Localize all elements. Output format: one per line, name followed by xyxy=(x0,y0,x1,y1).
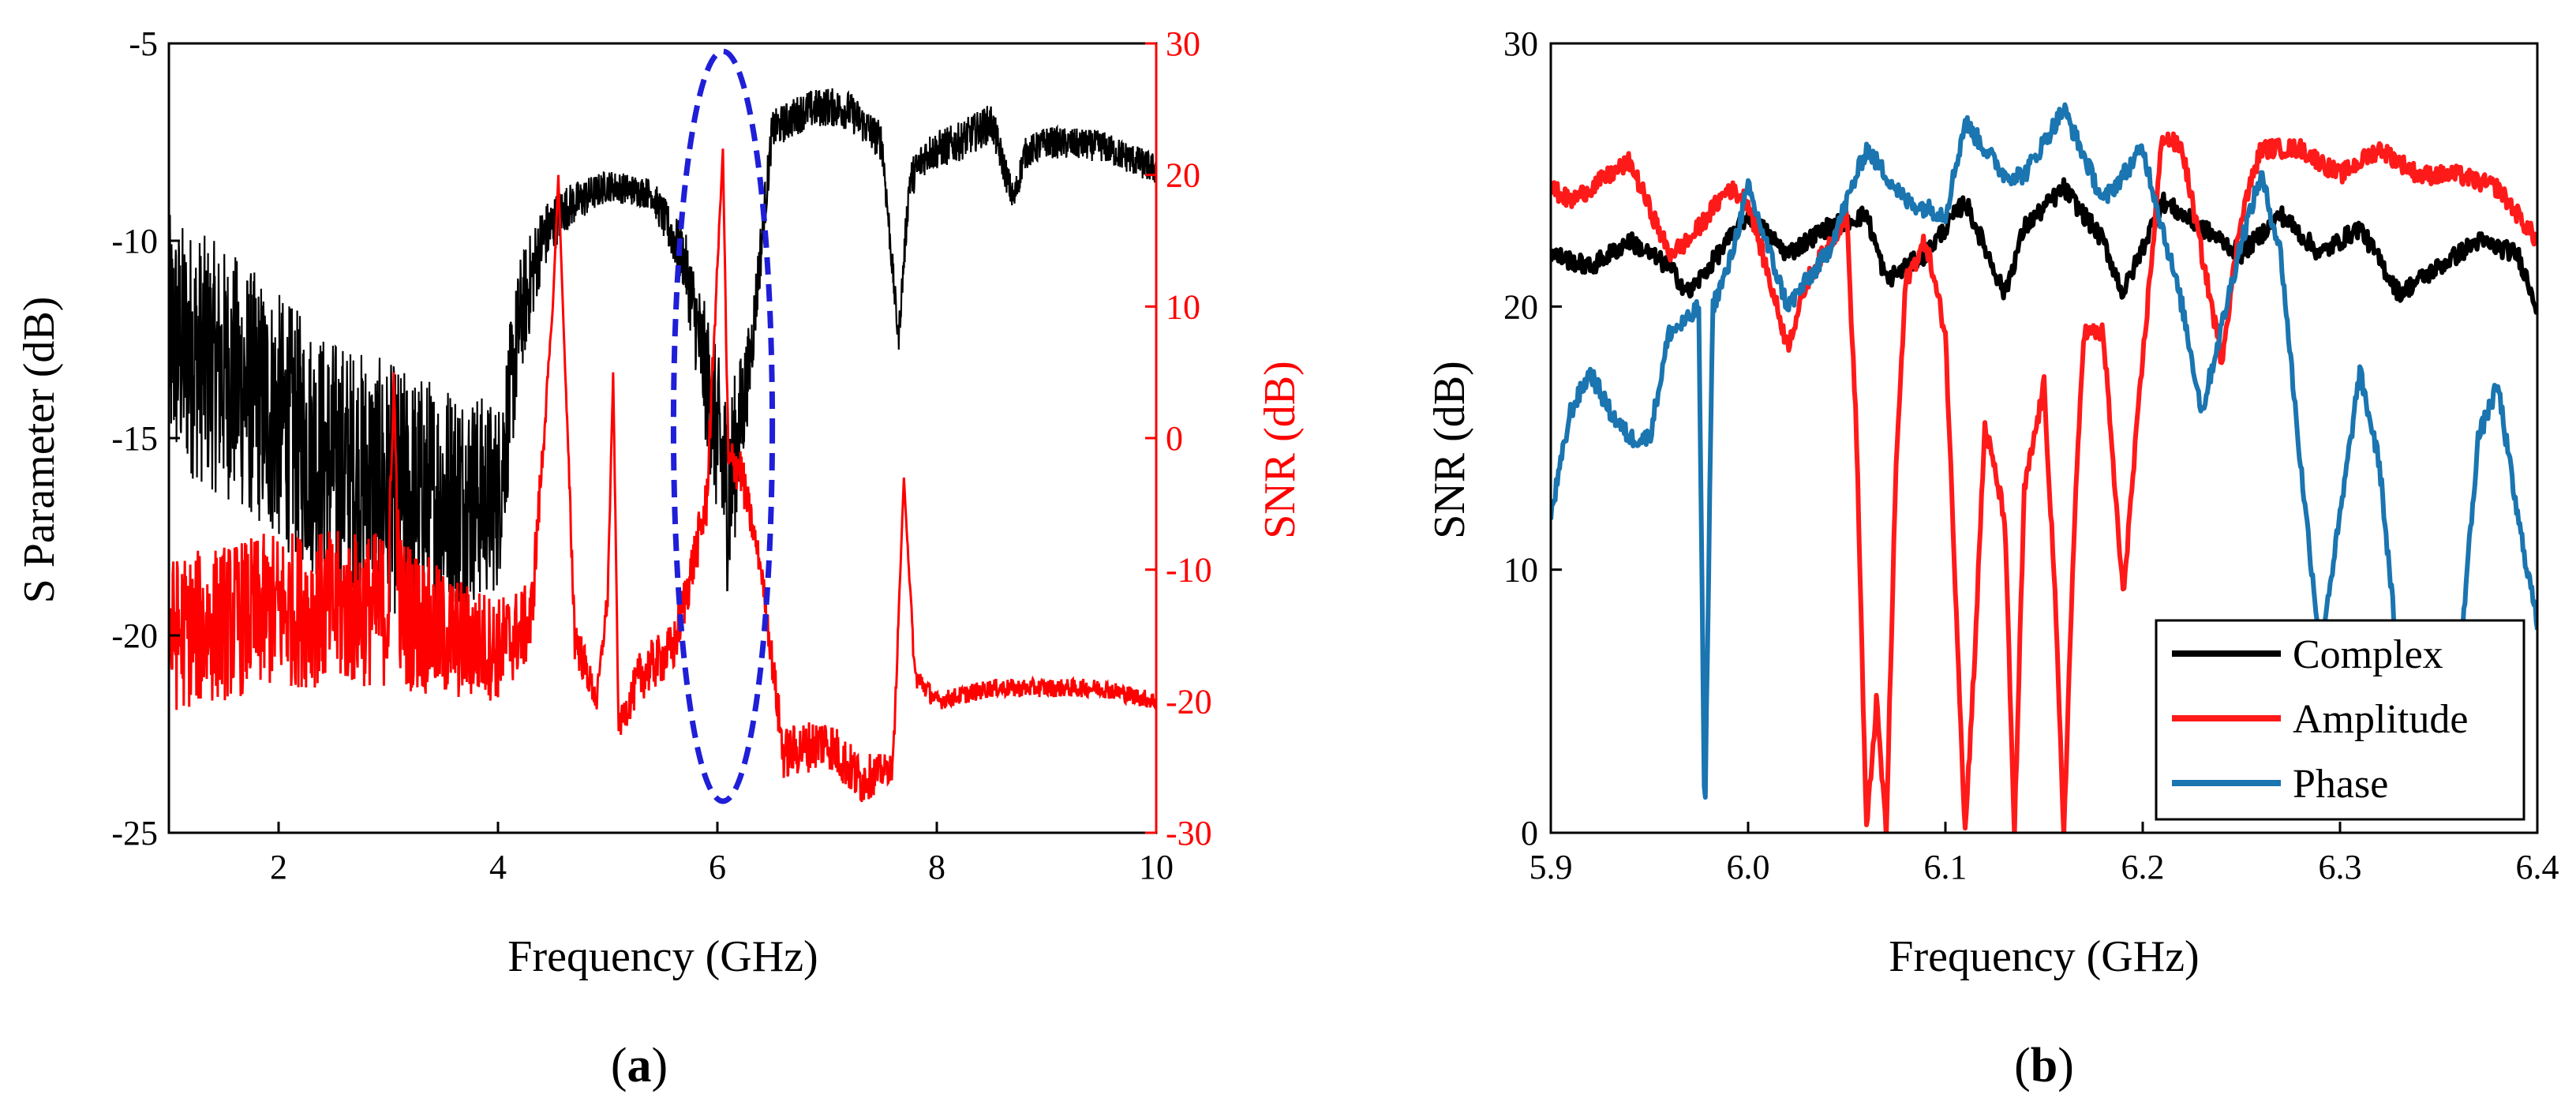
x-tick-label: 6.2 xyxy=(2121,848,2165,886)
x-tick-label: 6.1 xyxy=(1924,848,1968,886)
y-tick-label: -10 xyxy=(111,222,158,260)
x-ticks-a: 2 4 6 8 10 xyxy=(270,822,1174,886)
y-right-tick-label: 10 xyxy=(1166,287,1200,326)
x-tick-label: 5.9 xyxy=(1530,848,1573,886)
y-ticks-left-a: -25 -20 -15 -10 -5 xyxy=(111,24,180,853)
y-tick-label: 10 xyxy=(1503,551,1538,590)
y-tick-label: -20 xyxy=(111,616,158,655)
x-ticks-b: 5.9 6.0 6.1 6.2 6.3 6.4 xyxy=(1530,822,2559,886)
plot-frame-b xyxy=(1549,42,2539,834)
y-right-tick-label: 20 xyxy=(1166,156,1200,195)
amplitude-line xyxy=(1551,131,2537,833)
chart-a: 2 4 6 8 10 -25 -20 -15 -10 -5 -30 -20 -10 0 10 20 30 F… xyxy=(15,24,1305,1092)
x-tick-label: 6.0 xyxy=(1727,848,1770,886)
legend-label-complex: Complex xyxy=(2293,632,2443,677)
y-tick-label: -5 xyxy=(129,24,158,63)
x-axis-label-a: Frequency (GHz) xyxy=(507,932,818,981)
x-tick-label: 6 xyxy=(709,848,726,886)
snr-line xyxy=(167,148,1158,803)
legend-label-phase: Phase xyxy=(2293,762,2388,807)
y-tick-label: 20 xyxy=(1503,287,1538,326)
s-parameter-series xyxy=(167,88,1158,619)
y-right-tick-label: 30 xyxy=(1166,24,1200,63)
y-tick-label: -25 xyxy=(111,814,158,853)
y-right-tick-label: -20 xyxy=(1166,682,1212,721)
series-group-b xyxy=(1551,102,2537,833)
x-axis-label-b: Frequency (GHz) xyxy=(1889,932,2199,981)
snr-series xyxy=(167,148,1158,803)
highlight-ellipse xyxy=(670,48,776,804)
x-tick-label: 4 xyxy=(489,848,507,886)
y-tick-label: -15 xyxy=(111,419,158,458)
y-right-tick-label: -30 xyxy=(1166,814,1212,853)
complex-line xyxy=(1551,177,2537,315)
x-tick-label: 8 xyxy=(928,848,945,886)
y-tick-label: 30 xyxy=(1503,24,1538,63)
y-axis-label-right-a: SNR (dB) xyxy=(1256,361,1305,539)
y-axis-label-b: SNR (dB) xyxy=(1425,361,1474,539)
panel-label-b: (b) xyxy=(2014,1039,2074,1092)
legend-label-amplitude: Amplitude xyxy=(2293,697,2468,742)
y-axis-label-left-a: S Parameter (dB) xyxy=(15,297,64,604)
y-ticks-b: 0 10 20 30 xyxy=(1503,24,1562,853)
legend-b: Complex Amplitude Phase xyxy=(2155,619,2525,821)
y-right-tick-label: -10 xyxy=(1166,551,1212,590)
s-parameter-line xyxy=(167,88,1158,619)
x-tick-label: 6.4 xyxy=(2516,848,2559,886)
y-ticks-right-a: -30 -20 -10 0 10 20 30 xyxy=(1145,24,1212,853)
phase-line xyxy=(1551,102,2537,800)
x-tick-label: 2 xyxy=(270,848,287,886)
x-tick-label: 10 xyxy=(1139,848,1174,886)
x-tick-label: 6.3 xyxy=(2319,848,2362,886)
y-right-tick-label: 0 xyxy=(1166,419,1183,458)
chart-b: 5.9 6.0 6.1 6.2 6.3 6.4 0 10 20 30 Frequency (GH… xyxy=(1425,24,2559,1092)
panel-label-a: (a) xyxy=(611,1039,668,1092)
y-tick-label: 0 xyxy=(1521,814,1538,853)
